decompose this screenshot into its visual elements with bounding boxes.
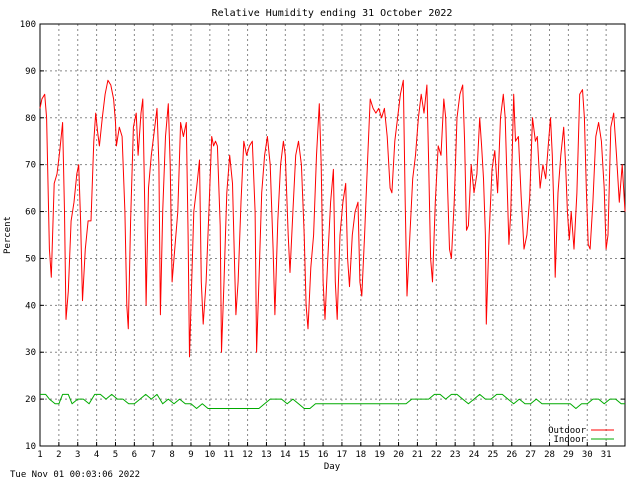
x-axis-label: Day bbox=[324, 462, 341, 472]
y-tick-label: 60 bbox=[25, 208, 36, 218]
legend: Outdoor Indoor bbox=[548, 426, 614, 445]
x-tick-label: 10 bbox=[204, 450, 215, 460]
plot-frame bbox=[39, 23, 626, 447]
x-tick-label: 5 bbox=[113, 450, 118, 460]
y-tick-label: 40 bbox=[25, 301, 36, 311]
x-tick-label: 20 bbox=[393, 450, 404, 460]
x-tick-label: 28 bbox=[544, 450, 555, 460]
y-axis-label: Percent bbox=[3, 216, 13, 254]
chart-title: Relative Humidity ending 31 October 2022 bbox=[212, 8, 453, 19]
x-tick-label: 2 bbox=[56, 450, 61, 460]
y-tick-label: 70 bbox=[25, 161, 36, 171]
x-tick-label: 7 bbox=[151, 450, 156, 460]
x-tick-label: 23 bbox=[450, 450, 461, 460]
legend-label-outdoor: Outdoor bbox=[548, 426, 587, 436]
y-tick-label: 100 bbox=[20, 20, 36, 30]
x-tick-label: 1 bbox=[37, 450, 42, 460]
y-tick-label: 90 bbox=[25, 67, 36, 77]
x-tick-label: 25 bbox=[487, 450, 498, 460]
legend-label-indoor: Indoor bbox=[553, 435, 586, 445]
y-tick-label: 10 bbox=[25, 442, 36, 452]
x-tick-label: 6 bbox=[132, 450, 137, 460]
x-tick-label: 4 bbox=[94, 450, 99, 460]
x-tick-label: 17 bbox=[337, 450, 348, 460]
x-tick-label: 26 bbox=[506, 450, 517, 460]
x-tick-label: 30 bbox=[582, 450, 593, 460]
x-tick-label: 16 bbox=[318, 450, 329, 460]
x-tick-label: 9 bbox=[188, 450, 193, 460]
y-tick-label: 80 bbox=[25, 114, 36, 124]
x-tick-label: 19 bbox=[374, 450, 385, 460]
y-axis-ticks: 10 20 30 40 50 60 70 80 90 100 bbox=[20, 20, 625, 452]
x-tick-label: 14 bbox=[280, 450, 291, 460]
x-tick-label: 31 bbox=[601, 450, 612, 460]
y-tick-label: 50 bbox=[25, 254, 36, 264]
x-tick-label: 13 bbox=[261, 450, 272, 460]
x-tick-label: 3 bbox=[75, 450, 80, 460]
x-axis-ticks: 1 2 3 4 5 6 7 8 9 10 11 12 13 14 15 16 17 18 19 20 21 22 23 24 2… bbox=[37, 442, 612, 460]
y-tick-label: 20 bbox=[25, 395, 36, 405]
series-line-indoor bbox=[40, 393, 625, 409]
x-tick-label: 22 bbox=[431, 450, 442, 460]
x-tick-label: 24 bbox=[469, 450, 480, 460]
footer-timestamp: Tue Nov 01 00:03:06 2022 bbox=[10, 470, 140, 480]
x-tick-label: 11 bbox=[223, 450, 234, 460]
y-tick-label: 30 bbox=[25, 348, 36, 358]
series-line-outdoor bbox=[39, 79, 626, 358]
x-tick-label: 8 bbox=[169, 450, 174, 460]
x-tick-label: 18 bbox=[355, 450, 366, 460]
x-tick-label: 21 bbox=[412, 450, 423, 460]
x-tick-label: 29 bbox=[563, 450, 574, 460]
x-tick-label: 12 bbox=[242, 450, 253, 460]
grid-lines bbox=[40, 24, 625, 446]
x-tick-label: 27 bbox=[525, 450, 536, 460]
series-lines bbox=[39, 79, 626, 409]
x-tick-label: 15 bbox=[299, 450, 310, 460]
